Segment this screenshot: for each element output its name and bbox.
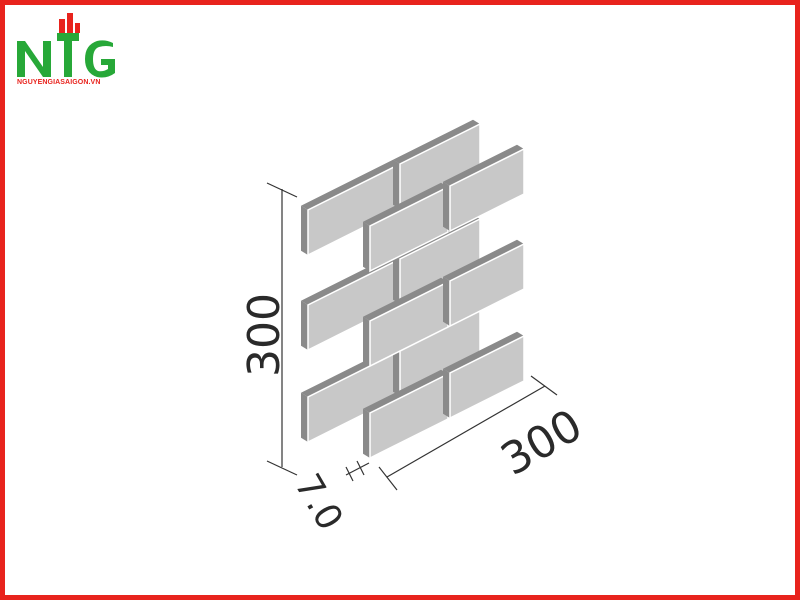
tile-brick — [363, 182, 449, 273]
width-tick-left — [378, 466, 398, 491]
width-dimension-line — [386, 385, 546, 478]
height-tick-bottom — [266, 460, 298, 476]
tile-brick — [393, 119, 481, 211]
site-name: NGUYENGIASAIGON.VN — [17, 79, 101, 86]
width-tick-right — [530, 375, 558, 396]
height-label: 300 — [239, 293, 290, 377]
brand-logo: NGUYENGIASAIGON.VN — [13, 11, 123, 91]
thickness-tick-right — [356, 460, 365, 476]
tile-group — [301, 119, 525, 460]
tile-diagram: 300 300 7.0 — [239, 119, 591, 537]
thickness-tick-left — [345, 466, 354, 482]
tile-brick — [443, 331, 525, 420]
tile-brick — [301, 159, 401, 257]
tile-brick — [443, 144, 525, 233]
tile-brick — [443, 239, 525, 328]
dimension-lines — [266, 182, 558, 491]
width-label: 300 — [493, 400, 591, 486]
logo-mark-icon — [17, 13, 115, 78]
thickness-dimension-line — [345, 462, 370, 476]
thickness-label: 7.0 — [286, 467, 350, 537]
height-tick-top — [266, 182, 298, 198]
